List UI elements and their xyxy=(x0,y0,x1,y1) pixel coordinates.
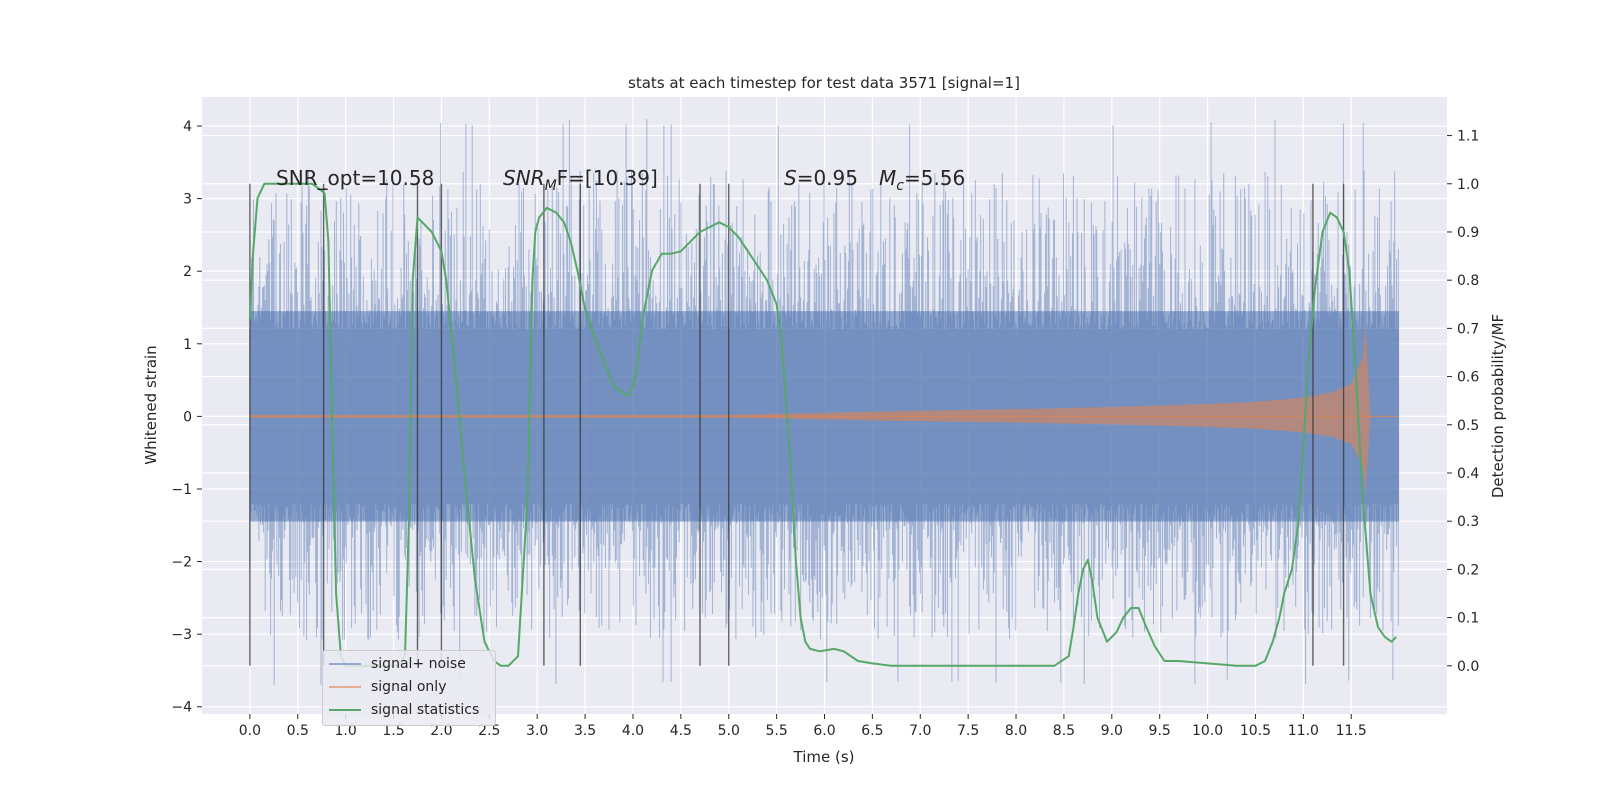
legend-item-signal-noise: signal+ noise xyxy=(329,654,466,674)
y2-tick-label: 0.1 xyxy=(1457,611,1479,627)
x-tick-label: 6.0 xyxy=(813,723,835,739)
legend-item-signal-statistics: signal statistics xyxy=(329,700,479,720)
x-tick-label: 2.5 xyxy=(478,723,500,739)
x-tick-label: 7.0 xyxy=(909,723,931,739)
signal-statistics-line xyxy=(248,182,1397,667)
y-tick-label: −1 xyxy=(171,482,192,498)
axes: 0.0 0.5 1.0 1.5 2.0 2.5 3.0 3.5 4.0 4.5 5.0 5.5 6.0 6… xyxy=(171,119,1479,739)
y2-tick-label: 0.4 xyxy=(1457,466,1479,482)
y-tick-label: −4 xyxy=(171,700,192,716)
legend: signal+ noise signal only signal statist… xyxy=(322,650,496,726)
legend-label: signal+ noise xyxy=(371,656,466,672)
x-tick-label: 3.5 xyxy=(574,723,596,739)
y2-tick-label: 0.9 xyxy=(1457,225,1479,241)
x-tick-label: 11.0 xyxy=(1288,723,1319,739)
x-tick-label: 6.5 xyxy=(861,723,883,739)
y-tick-label: −3 xyxy=(171,627,192,643)
y-tick-label: −2 xyxy=(171,555,192,571)
y-tick-label: 1 xyxy=(183,337,192,353)
y2-tick-label: 1.0 xyxy=(1457,177,1479,193)
x-tick-label: 8.0 xyxy=(1005,723,1027,739)
x-tick-label: 9.5 xyxy=(1149,723,1171,739)
y2-tick-label: 0.5 xyxy=(1457,418,1479,434)
x-axis-label: Time (s) xyxy=(793,748,855,766)
y-tick-label: 3 xyxy=(183,192,192,208)
legend-label: signal statistics xyxy=(371,702,480,718)
legend-label: signal only xyxy=(371,679,447,695)
y2-tick-label: 0.7 xyxy=(1457,321,1479,337)
x-tick-label: 1.5 xyxy=(382,723,404,739)
legend-swatch xyxy=(329,663,361,665)
annotation-snr-opt: SNR_opt=10.58 xyxy=(276,166,434,190)
y-axis-label: Whitened strain xyxy=(142,345,160,464)
annotation-s: S=0.95 xyxy=(784,166,858,190)
x-tick-label: 5.5 xyxy=(765,723,787,739)
y2-tick-label: 0.3 xyxy=(1457,514,1479,530)
chart-title: stats at each timestep for test data 357… xyxy=(628,74,1020,92)
x-tick-label: 4.0 xyxy=(622,723,644,739)
x-tick-label: 9.0 xyxy=(1101,723,1123,739)
x-tick-label: 0.5 xyxy=(287,723,309,739)
signal-only-envelope xyxy=(249,325,1371,494)
legend-item-signal-only: signal only xyxy=(329,677,446,697)
legend-swatch xyxy=(329,686,361,688)
x-tick-label: 0.0 xyxy=(239,723,261,739)
x-tick-label: 10.5 xyxy=(1240,723,1271,739)
y2-tick-label: 0.2 xyxy=(1457,562,1479,578)
x-tick-label: 1.0 xyxy=(335,723,357,739)
y2-tick-label: 0.0 xyxy=(1457,659,1479,675)
vertical-markers xyxy=(249,183,1345,666)
x-tick-label: 11.5 xyxy=(1336,723,1367,739)
y2-tick-label: 1.1 xyxy=(1457,129,1479,145)
x-tick-label: 2.0 xyxy=(430,723,452,739)
y-tick-label: 4 xyxy=(183,119,192,135)
legend-swatch xyxy=(329,709,361,711)
y2-tick-label: 0.6 xyxy=(1457,370,1479,386)
x-tick-label: 4.5 xyxy=(670,723,692,739)
x-tick-label: 10.0 xyxy=(1192,723,1223,739)
y2-tick-label: 0.8 xyxy=(1457,273,1479,289)
x-tick-label: 5.0 xyxy=(718,723,740,739)
x-tick-label: 8.5 xyxy=(1053,723,1075,739)
series-signal-statistics xyxy=(248,182,1397,667)
x-tick-label: 7.5 xyxy=(957,723,979,739)
annotation-mc: Mc=5.56 xyxy=(879,166,965,194)
y-tick-label: 2 xyxy=(183,264,192,280)
y2-axis-label: Detection probability/MF xyxy=(1489,314,1507,498)
x-tick-label: 3.0 xyxy=(526,723,548,739)
y-tick-label: 0 xyxy=(183,409,192,425)
annotation-snr-mf: SNRMF=[10.39] xyxy=(503,166,658,194)
